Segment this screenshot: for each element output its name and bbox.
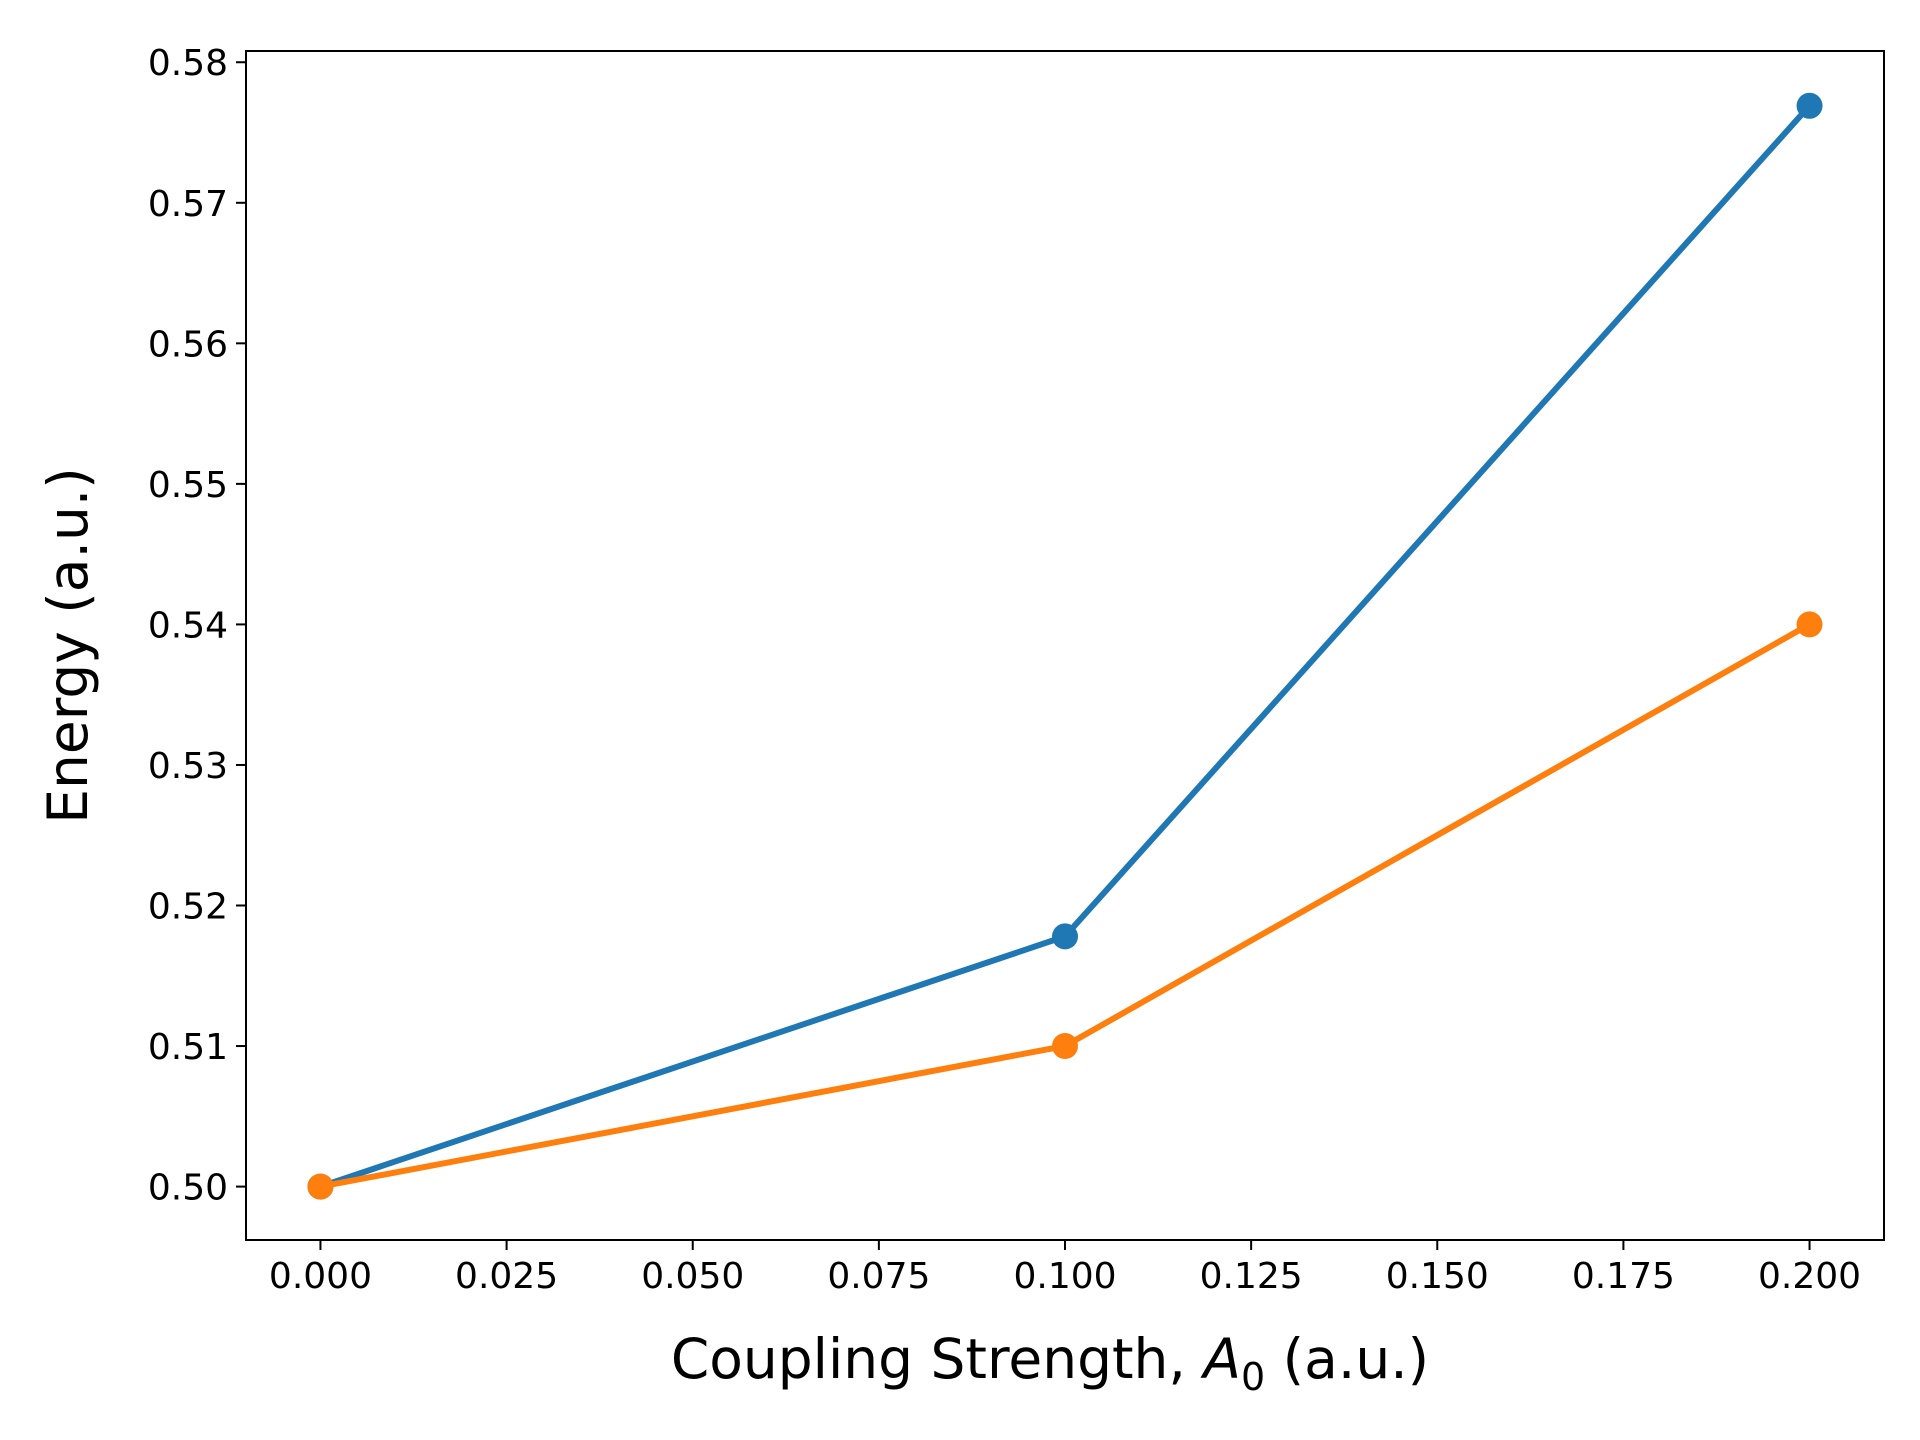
y-tick-label: 0.52 (148, 887, 228, 928)
x-tick-label: 0.200 (1758, 1256, 1861, 1297)
x-tick-label: 0.000 (269, 1256, 372, 1297)
x-axis-ticks: 0.000 0.025 0.050 0.075 0.100 0.125 0.150 0.175… (269, 1240, 1861, 1297)
x-axis-label: Coupling Strength, A0 (a.u.) (671, 1327, 1429, 1399)
data-point (307, 1173, 334, 1200)
y-axis-ticks: 0.50 0.51 0.52 0.53 0.54 0.55 0.56 0.57 0.58 (148, 43, 246, 1209)
data-point (1052, 1033, 1078, 1060)
y-tick-label: 0.56 (148, 324, 228, 365)
x-tick-label: 0.050 (641, 1256, 744, 1297)
y-tick-label: 0.50 (148, 1168, 228, 1209)
x-tick-label: 0.150 (1386, 1256, 1489, 1297)
y-tick-label: 0.55 (148, 465, 228, 506)
y-tick-label: 0.51 (148, 1027, 228, 1068)
x-tick-label: 0.075 (827, 1256, 930, 1297)
data-point (1796, 92, 1823, 119)
series-layer (307, 92, 1823, 1200)
y-tick-label: 0.54 (148, 605, 228, 646)
data-point (1052, 923, 1078, 950)
y-tick-label: 0.58 (148, 43, 228, 84)
data-point (1796, 611, 1823, 638)
plot-area-frame (245, 50, 1885, 1241)
x-tick-label: 0.125 (1200, 1256, 1303, 1297)
x-tick-label: 0.175 (1572, 1256, 1675, 1297)
y-tick-label: 0.57 (148, 184, 228, 225)
series-2 (307, 611, 1823, 1200)
x-tick-label: 0.025 (455, 1256, 558, 1297)
y-axis-label: Energy (a.u.) (36, 467, 100, 823)
x-tick-label: 0.100 (1013, 1256, 1116, 1297)
y-tick-label: 0.53 (148, 746, 228, 787)
